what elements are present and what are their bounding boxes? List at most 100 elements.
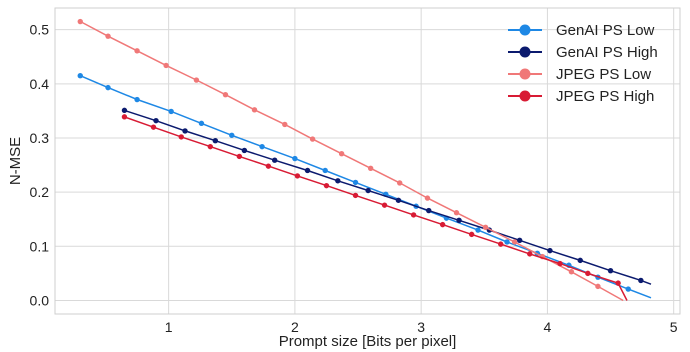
x-tick-label: 4 [544, 319, 552, 335]
data-point [182, 128, 188, 134]
legend-item: JPEG PS High [508, 88, 654, 105]
data-point [453, 210, 460, 216]
legend-item: GenAI PS High [508, 44, 658, 61]
data-point [77, 72, 83, 79]
data-point [468, 231, 475, 238]
data-point [338, 150, 345, 157]
legend-marker [519, 24, 531, 36]
data-point [207, 143, 214, 150]
data-point [241, 147, 248, 154]
data-point [511, 239, 518, 245]
data-point [557, 260, 563, 267]
data-point [585, 270, 591, 277]
data-point [294, 173, 301, 179]
series-line [80, 75, 652, 299]
data-point [367, 165, 374, 172]
series-jpeg-ps-low [77, 18, 624, 302]
data-point [482, 224, 489, 231]
y-tick-label: 0.2 [30, 184, 50, 200]
data-point [229, 132, 235, 138]
y-tick-label: 0.4 [30, 76, 50, 92]
data-point [222, 91, 229, 98]
data-point [292, 155, 298, 162]
series-genai-ps-low [77, 72, 652, 299]
series-line [79, 20, 624, 302]
series-line [124, 116, 628, 301]
data-point [424, 195, 431, 201]
legend-marker [519, 90, 531, 102]
data-point [638, 277, 644, 284]
data-point [426, 207, 432, 214]
y-tick-label: 0.1 [30, 238, 50, 254]
data-point [352, 179, 359, 186]
series-jpeg-ps-high [121, 114, 628, 301]
data-point [527, 251, 533, 257]
data-point [625, 286, 631, 292]
data-point [134, 96, 140, 103]
data-point [396, 180, 403, 186]
data-point [323, 182, 330, 189]
x-tick-label: 1 [165, 319, 173, 335]
grid [55, 8, 680, 314]
data-point [504, 239, 510, 245]
data-point [577, 257, 583, 264]
data-point [178, 134, 184, 140]
legend-item: JPEG PS Low [508, 66, 651, 83]
data-point [105, 33, 111, 39]
series-layer [77, 18, 652, 302]
data-point [265, 163, 272, 169]
data-point [381, 202, 388, 208]
legend: GenAI PS Low GenAI PS High JPEG PS Low JPEG… [508, 22, 658, 105]
data-point [498, 241, 504, 247]
data-point [193, 77, 200, 83]
data-point [322, 167, 328, 174]
data-point [282, 121, 288, 128]
data-point [236, 153, 243, 160]
data-point [134, 48, 140, 54]
legend-label: GenAI PS Low [556, 22, 655, 39]
tick-labels: 1 2 3 4 5 0.0 0.1 0.2 0.3 0.4 0.5 [30, 22, 678, 335]
data-point [212, 137, 219, 144]
legend-marker [519, 68, 531, 80]
data-point [259, 143, 265, 150]
data-point [595, 283, 601, 290]
data-point [153, 117, 159, 124]
legend-marker [519, 46, 531, 58]
x-tick-label: 3 [417, 319, 425, 335]
data-point [456, 217, 462, 224]
y-tick-label: 0.5 [30, 22, 50, 38]
data-point [168, 108, 174, 115]
x-tick-label: 2 [291, 319, 299, 335]
y-axis-label: N-MSE [7, 137, 24, 185]
data-point [163, 62, 169, 69]
x-tick-label: 5 [670, 319, 678, 335]
data-point [439, 221, 446, 228]
x-axis-label: Prompt size [Bits per pixel] [279, 333, 457, 350]
legend-label: GenAI PS High [556, 44, 658, 61]
data-point [304, 167, 311, 174]
data-point [547, 247, 553, 254]
series-line [124, 109, 652, 285]
data-point [516, 237, 523, 244]
plot-frame [54, 7, 681, 315]
data-point [121, 107, 128, 114]
data-point [475, 227, 481, 233]
data-point [121, 114, 128, 120]
data-point [365, 187, 371, 194]
data-point [568, 269, 575, 275]
data-point [198, 120, 205, 127]
y-tick-label: 0.3 [30, 130, 50, 146]
data-point [309, 136, 316, 142]
data-point [77, 18, 83, 25]
data-point [395, 197, 402, 203]
legend-item: GenAI PS Low [508, 22, 655, 39]
data-point [150, 124, 157, 130]
series-genai-ps-high [121, 107, 652, 285]
data-point [335, 178, 341, 184]
data-point [607, 267, 614, 274]
y-tick-label: 0.0 [30, 292, 50, 308]
data-point [352, 192, 359, 199]
data-point [251, 107, 258, 113]
legend-label: JPEG PS Low [556, 66, 651, 83]
